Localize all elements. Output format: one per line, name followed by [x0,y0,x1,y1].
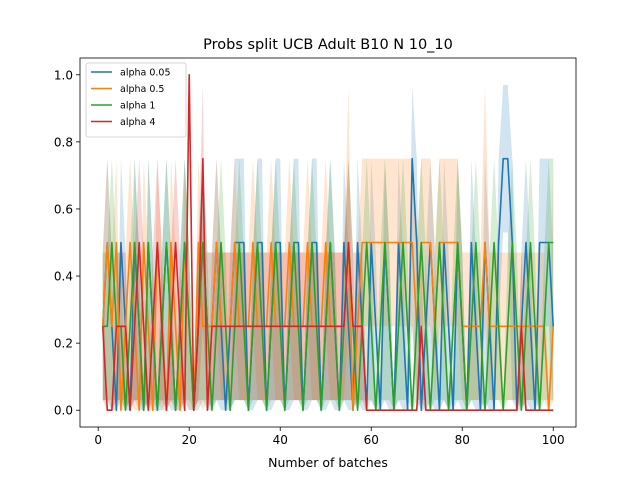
x-tick-label: 60 [364,433,379,447]
chart-title: Probs split UCB Adult B10 N 10_10 [203,37,453,53]
y-tick-label: 0.4 [54,270,73,284]
x-tick-label: 40 [273,433,288,447]
series-lines [101,73,555,412]
x-axis-label: Number of batches [268,455,388,470]
y-tick-label: 0.8 [54,135,73,149]
y-tick-label: 0.0 [54,404,73,418]
y-axis: 0.0 0.2 0.4 0.6 0.8 1.0 [54,68,80,418]
line-series-3 [102,241,554,412]
x-tick-label: 0 [94,433,102,447]
legend-label: alpha 0.05 [120,68,171,79]
legend: alpha 0.05 alpha 0.5 alpha 1 alpha 4 [85,62,187,138]
x-tick-label: 100 [542,433,565,447]
y-tick-label: 0.2 [54,337,73,351]
y-tick-label: 0.6 [54,202,73,216]
y-tick-label: 1.0 [54,68,73,82]
x-axis: 0 20 40 60 80 100 [94,427,565,447]
legend-label: alpha 1 [120,101,155,112]
line-series-4 [101,73,554,412]
legend-label: alpha 4 [120,117,155,128]
x-tick-label: 20 [182,433,197,447]
x-tick-label: 80 [455,433,470,447]
band-series-2 [102,84,554,411]
band-series-1 [102,84,554,411]
legend-label: alpha 0.5 [120,84,164,95]
legend-box [85,62,187,138]
plot-area-frame [79,57,577,428]
